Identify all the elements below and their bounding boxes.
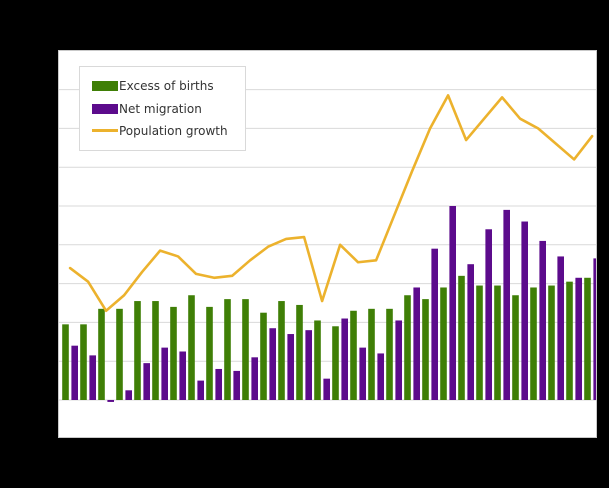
net-migration-swatch-icon — [92, 103, 118, 114]
excess-of-births-bar — [314, 320, 321, 400]
net-migration-bar — [557, 256, 564, 400]
net-migration-bar — [305, 330, 312, 400]
net-migration-bar — [287, 334, 294, 400]
net-migration-bar — [197, 380, 204, 400]
excess-of-births-bar — [224, 299, 231, 400]
excess-of-births-bar — [206, 306, 213, 400]
excess-of-births-bar — [386, 308, 393, 400]
net-migration-bar — [575, 277, 582, 400]
excess-of-births-swatch-icon — [92, 81, 118, 92]
net-migration-bar — [251, 357, 258, 400]
net-migration-bar — [179, 351, 186, 400]
excess-of-births-bar — [98, 308, 105, 400]
excess-of-births-bar — [494, 285, 501, 400]
plot-area — [59, 89, 596, 402]
excess-of-births-bar — [404, 295, 411, 400]
net-migration-bar — [449, 206, 456, 400]
excess-of-births-bar — [368, 308, 375, 400]
excess-of-births-bar — [530, 287, 537, 400]
legend-item-population-growth: Population growth — [92, 125, 245, 137]
excess-of-births-bar — [512, 295, 519, 400]
excess-of-births-bar — [80, 324, 87, 400]
net-migration-bar — [269, 328, 276, 400]
net-migration-bar — [323, 378, 330, 400]
legend: Excess of births Net migration Populatio… — [79, 66, 246, 151]
excess-of-births-bar — [458, 275, 465, 400]
population-growth-line-swatch-icon — [92, 129, 118, 133]
net-migration-bar — [521, 221, 528, 400]
excess-of-births-bar — [548, 285, 555, 400]
excess-of-births-bar — [476, 285, 483, 400]
excess-of-births-bar — [188, 295, 195, 400]
net-migration-bar — [359, 347, 366, 400]
population-growth-line — [68, 94, 594, 313]
excess-of-births-bar — [584, 277, 591, 400]
legend-item-excess-of-births: Excess of births — [92, 80, 245, 92]
net-migration-bar — [143, 363, 150, 400]
excess-of-births-bar — [62, 324, 69, 400]
legend-label: Net migration — [119, 101, 202, 116]
excess-of-births-bar — [152, 301, 159, 400]
net-migration-bar — [467, 264, 474, 400]
excess-of-births-bar — [332, 326, 339, 400]
net-migration-bar — [71, 345, 78, 400]
excess-of-births-bar — [440, 287, 447, 400]
net-migration-bar — [395, 320, 402, 400]
excess-of-births-bar — [422, 299, 429, 400]
excess-of-births-bar — [350, 310, 357, 400]
excess-of-births-bar — [170, 306, 177, 400]
net-migration-bar — [125, 390, 132, 400]
excess-of-births-bar — [134, 301, 141, 400]
legend-item-net-migration: Net migration — [92, 103, 245, 115]
net-migration-bar — [377, 353, 384, 400]
excess-of-births-bar — [566, 281, 573, 400]
net-migration-bar — [233, 370, 240, 400]
excess-of-births-bar — [296, 304, 303, 400]
excess-of-births-bar — [116, 308, 123, 400]
net-migration-bar — [503, 209, 510, 400]
excess-of-births-bar — [278, 301, 285, 400]
net-migration-bar — [89, 355, 96, 400]
net-migration-bar — [485, 229, 492, 400]
net-migration-bar — [107, 400, 114, 402]
excess-of-births-bar — [242, 299, 249, 400]
excess-of-births-bar — [260, 312, 267, 400]
net-migration-bar — [161, 347, 168, 400]
legend-label: Excess of births — [119, 79, 214, 94]
chart-panel: Excess of births Net migration Populatio… — [58, 50, 597, 438]
legend-label: Population growth — [119, 123, 228, 138]
net-migration-bar — [341, 318, 348, 400]
net-migration-bar — [539, 240, 546, 400]
net-migration-bar — [431, 248, 438, 400]
net-migration-bar — [593, 258, 596, 400]
net-migration-bar — [413, 287, 420, 400]
net-migration-bar — [215, 368, 222, 400]
